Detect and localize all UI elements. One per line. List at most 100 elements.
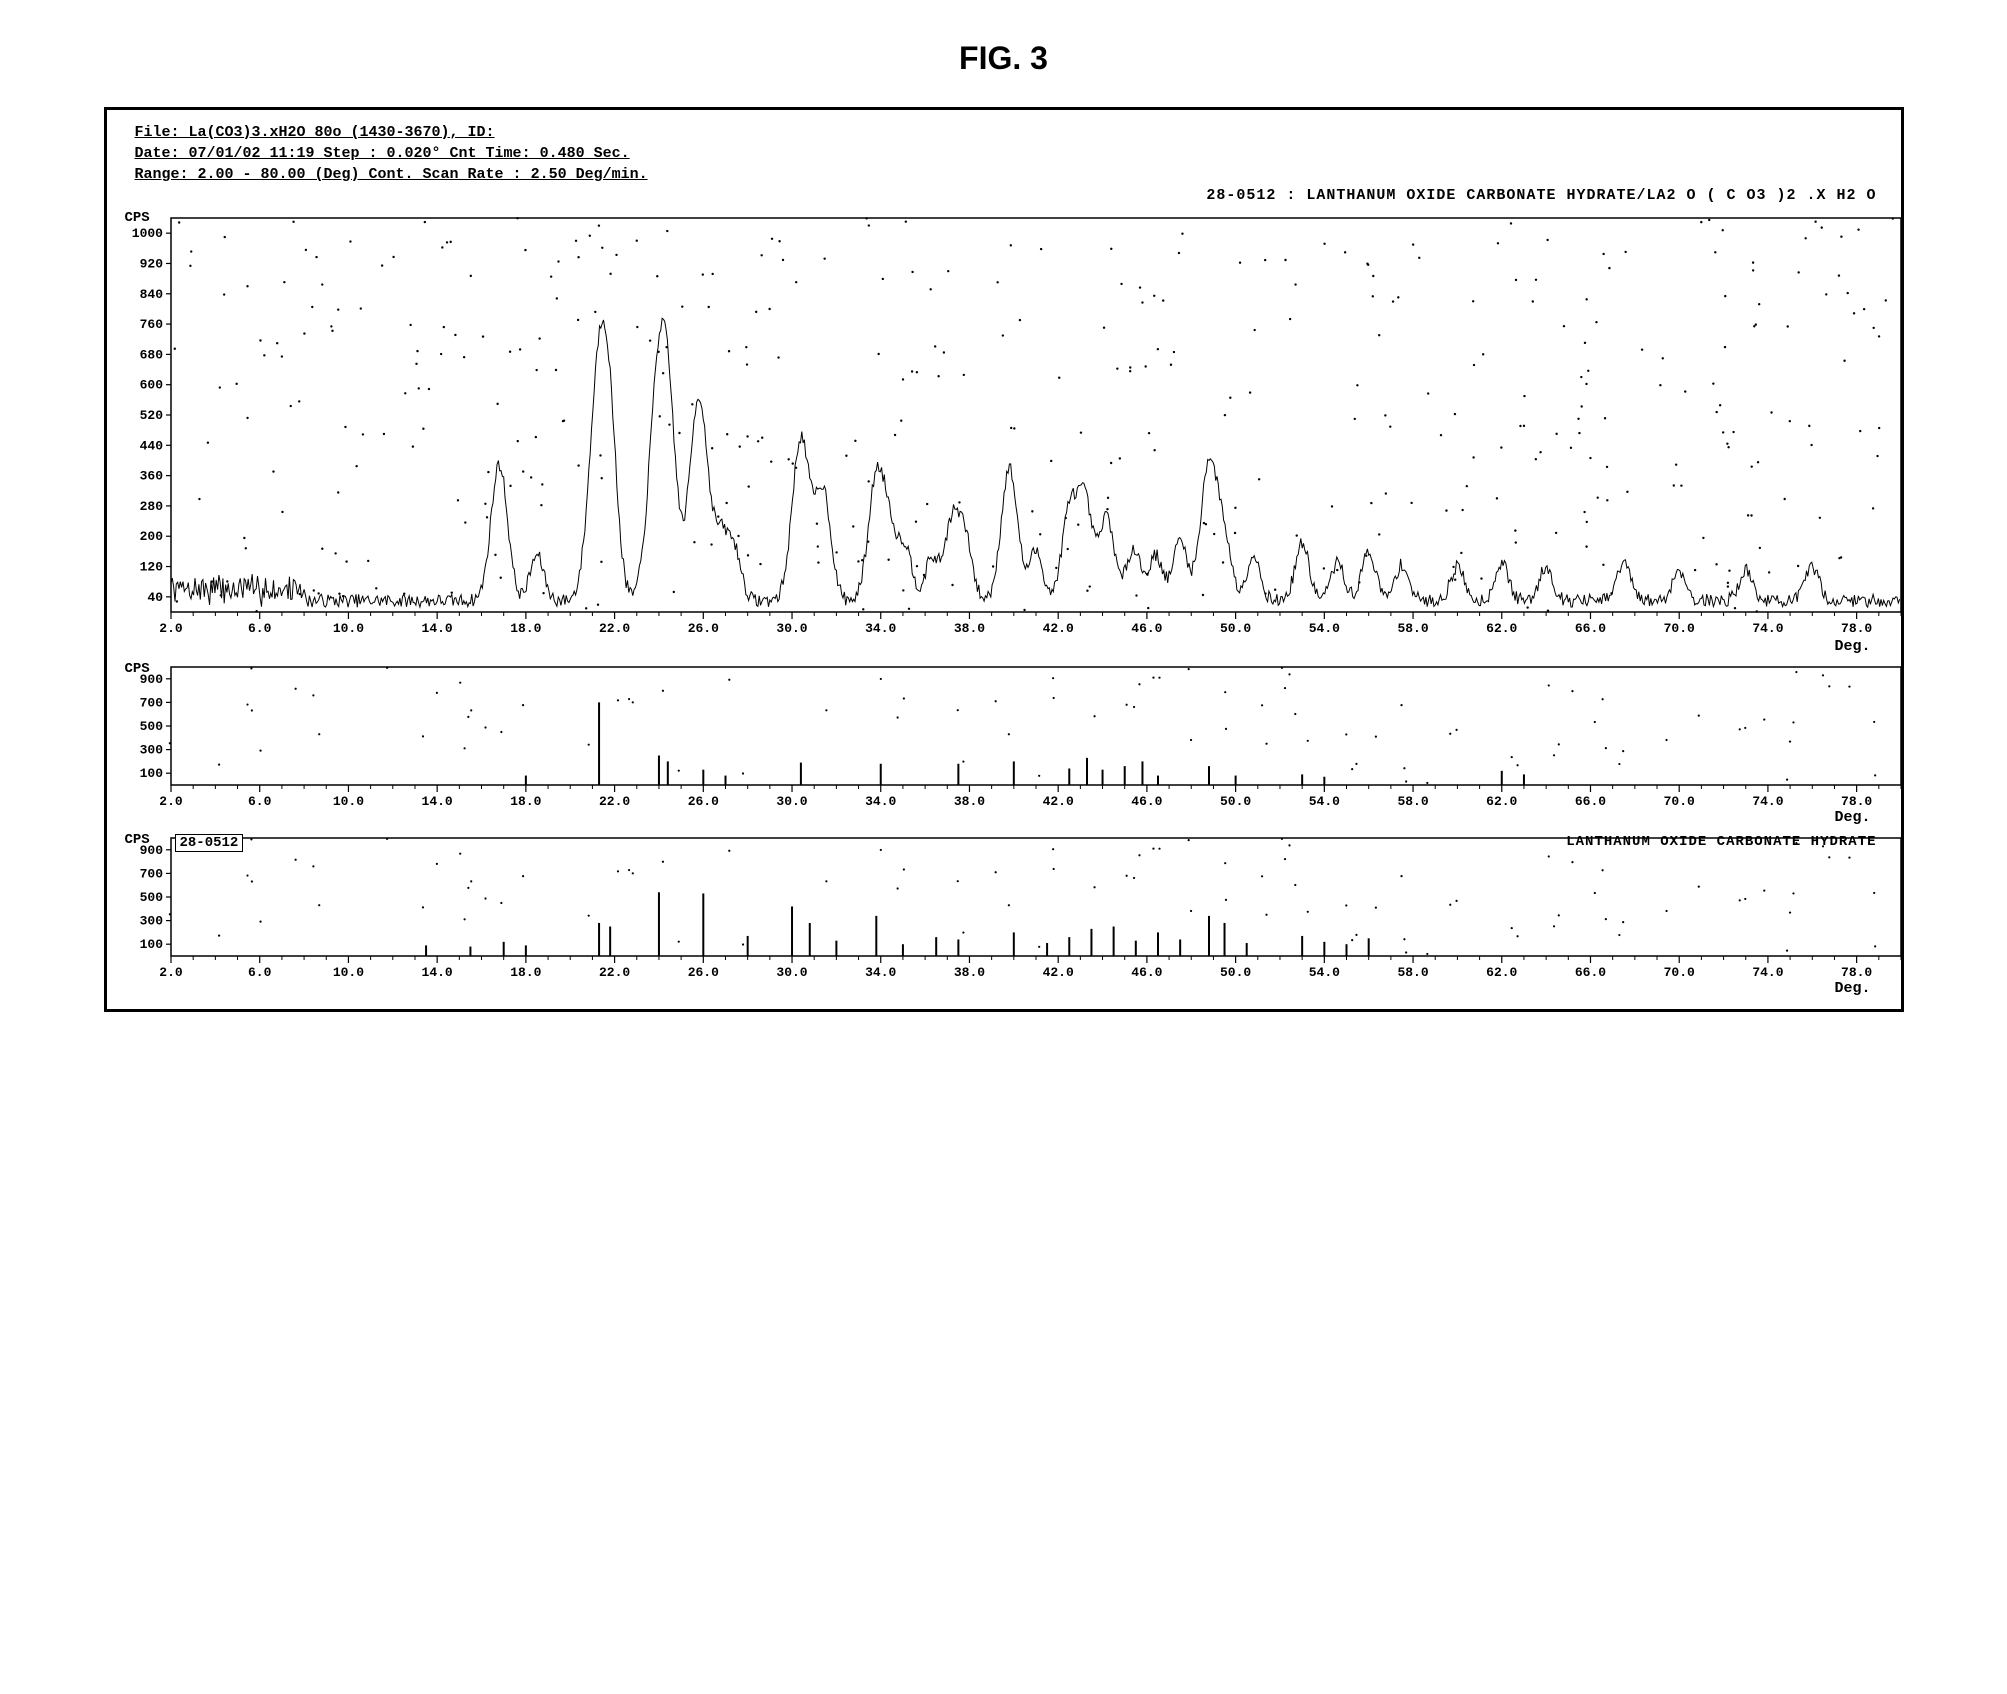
svg-text:30.0: 30.0: [776, 621, 807, 636]
svg-text:22.0: 22.0: [598, 965, 629, 980]
svg-text:66.0: 66.0: [1574, 794, 1605, 809]
svg-text:200: 200: [139, 529, 163, 544]
svg-text:42.0: 42.0: [1042, 965, 1073, 980]
svg-text:58.0: 58.0: [1397, 965, 1428, 980]
metadata-range: Range: 2.00 - 80.00 (Deg) Cont. Scan Rat…: [135, 164, 1889, 185]
svg-text:74.0: 74.0: [1752, 965, 1783, 980]
svg-text:54.0: 54.0: [1308, 794, 1339, 809]
svg-text:70.0: 70.0: [1663, 621, 1694, 636]
xrd-ref3-svg: 1003005007009002.06.010.014.018.022.026.…: [119, 832, 1919, 982]
yaxis-label-cps-2: CPS: [125, 661, 150, 677]
svg-text:760: 760: [139, 317, 163, 332]
xrd-main-svg: 4012020028036044052060068076084092010002…: [119, 210, 1919, 640]
svg-text:30.0: 30.0: [776, 965, 807, 980]
svg-text:22.0: 22.0: [598, 621, 629, 636]
svg-text:500: 500: [139, 890, 163, 905]
xrd-plot-container: File: La(CO3)3.xH2O 80o (1430-3670), ID:…: [104, 107, 1904, 1012]
svg-text:100: 100: [139, 937, 163, 952]
svg-text:26.0: 26.0: [687, 621, 718, 636]
svg-text:500: 500: [139, 719, 163, 734]
xrd-reference-panel-2: CPS 1003005007009002.06.010.014.018.022.…: [119, 661, 1889, 826]
svg-text:62.0: 62.0: [1486, 621, 1517, 636]
svg-text:62.0: 62.0: [1486, 965, 1517, 980]
svg-text:14.0: 14.0: [421, 794, 452, 809]
svg-text:26.0: 26.0: [687, 965, 718, 980]
svg-text:70.0: 70.0: [1663, 965, 1694, 980]
svg-text:300: 300: [139, 743, 163, 758]
svg-text:40: 40: [147, 590, 163, 605]
xaxis-label-deg-1: Deg.: [119, 638, 1889, 655]
svg-text:30.0: 30.0: [776, 794, 807, 809]
metadata-date: Date: 07/01/02 11:19 Step : 0.020° Cnt T…: [135, 143, 1889, 164]
svg-text:54.0: 54.0: [1308, 965, 1339, 980]
svg-text:520: 520: [139, 408, 163, 423]
svg-text:1000: 1000: [131, 226, 162, 241]
svg-text:100: 100: [139, 766, 163, 781]
svg-text:18.0: 18.0: [510, 794, 541, 809]
svg-text:62.0: 62.0: [1486, 794, 1517, 809]
svg-text:46.0: 46.0: [1131, 965, 1162, 980]
svg-text:26.0: 26.0: [687, 794, 718, 809]
svg-text:42.0: 42.0: [1042, 621, 1073, 636]
svg-text:300: 300: [139, 914, 163, 929]
svg-text:78.0: 78.0: [1841, 621, 1872, 636]
svg-text:74.0: 74.0: [1752, 794, 1783, 809]
svg-text:34.0: 34.0: [865, 794, 896, 809]
svg-text:34.0: 34.0: [865, 621, 896, 636]
yaxis-label-cps-1: CPS: [125, 210, 150, 226]
svg-text:46.0: 46.0: [1131, 621, 1162, 636]
reference-id-box: 28-0512: [175, 834, 244, 852]
svg-text:700: 700: [139, 866, 163, 881]
svg-text:10.0: 10.0: [332, 965, 363, 980]
svg-text:6.0: 6.0: [248, 621, 272, 636]
svg-text:50.0: 50.0: [1220, 965, 1251, 980]
svg-text:38.0: 38.0: [953, 794, 984, 809]
svg-text:38.0: 38.0: [953, 621, 984, 636]
svg-text:42.0: 42.0: [1042, 794, 1073, 809]
svg-text:600: 600: [139, 378, 163, 393]
svg-text:66.0: 66.0: [1574, 621, 1605, 636]
svg-text:78.0: 78.0: [1841, 965, 1872, 980]
svg-text:34.0: 34.0: [865, 965, 896, 980]
svg-text:50.0: 50.0: [1220, 621, 1251, 636]
svg-text:14.0: 14.0: [421, 621, 452, 636]
svg-text:700: 700: [139, 695, 163, 710]
svg-text:2.0: 2.0: [159, 794, 183, 809]
svg-text:46.0: 46.0: [1131, 794, 1162, 809]
svg-text:840: 840: [139, 287, 163, 302]
svg-text:6.0: 6.0: [248, 794, 272, 809]
svg-text:58.0: 58.0: [1397, 794, 1428, 809]
metadata-file: File: La(CO3)3.xH2O 80o (1430-3670), ID:: [135, 122, 1889, 143]
svg-text:280: 280: [139, 499, 163, 514]
svg-text:6.0: 6.0: [248, 965, 272, 980]
svg-text:50.0: 50.0: [1220, 794, 1251, 809]
svg-text:14.0: 14.0: [421, 965, 452, 980]
svg-text:54.0: 54.0: [1308, 621, 1339, 636]
svg-text:22.0: 22.0: [598, 794, 629, 809]
svg-text:78.0: 78.0: [1841, 794, 1872, 809]
svg-text:66.0: 66.0: [1574, 965, 1605, 980]
svg-text:10.0: 10.0: [332, 621, 363, 636]
svg-text:70.0: 70.0: [1663, 794, 1694, 809]
svg-text:120: 120: [139, 560, 163, 575]
reference-pattern-label: 28-0512 : LANTHANUM OXIDE CARBONATE HYDR…: [119, 187, 1889, 204]
svg-text:2.0: 2.0: [159, 965, 183, 980]
svg-text:74.0: 74.0: [1752, 621, 1783, 636]
svg-text:920: 920: [139, 256, 163, 271]
reference-compound-name: LANTHANUM OXIDE CARBONATE HYDRATE: [1566, 834, 1876, 850]
svg-text:10.0: 10.0: [332, 794, 363, 809]
svg-text:2.0: 2.0: [159, 621, 183, 636]
xrd-reference-panel-3: CPS 28-0512 LANTHANUM OXIDE CARBONATE HY…: [119, 832, 1889, 997]
svg-text:680: 680: [139, 347, 163, 362]
svg-text:18.0: 18.0: [510, 965, 541, 980]
xaxis-label-deg-2: Deg.: [119, 809, 1889, 826]
xrd-spectrum-panel-main: CPS 401202002803604405206006807608409201…: [119, 210, 1889, 655]
svg-text:58.0: 58.0: [1397, 621, 1428, 636]
yaxis-label-cps-3: CPS: [125, 832, 150, 848]
file-metadata-block: File: La(CO3)3.xH2O 80o (1430-3670), ID:…: [135, 122, 1889, 185]
figure-title: FIG. 3: [20, 40, 1987, 77]
svg-text:440: 440: [139, 438, 163, 453]
xrd-ref2-svg: 1003005007009002.06.010.014.018.022.026.…: [119, 661, 1919, 811]
svg-text:18.0: 18.0: [510, 621, 541, 636]
svg-text:38.0: 38.0: [953, 965, 984, 980]
